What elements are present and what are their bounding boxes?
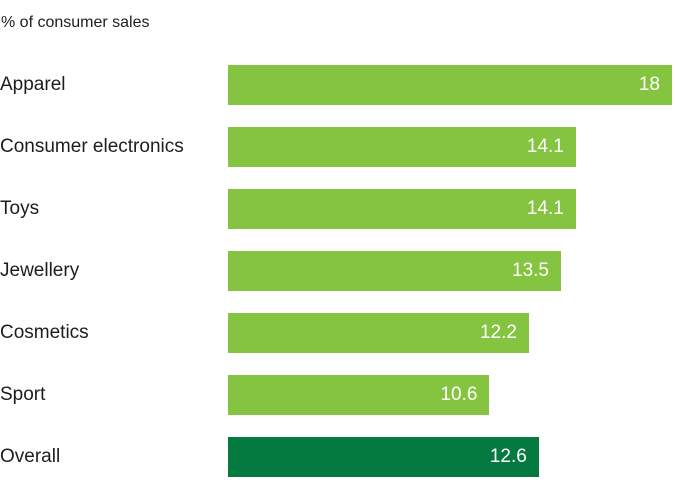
bar-value-label: 10.6	[440, 384, 478, 405]
bar-track: 13.5	[228, 251, 672, 291]
chart-row: Cosmetics 12.2	[0, 302, 675, 364]
category-label: Consumer electronics	[0, 136, 184, 157]
chart-row: Jewellery 13.5	[0, 240, 675, 302]
bar-track: 18	[228, 65, 672, 105]
category-label: Jewellery	[0, 260, 80, 281]
bar-track: 10.6	[228, 375, 672, 415]
bar-track: 14.1	[228, 127, 672, 167]
bar-value-label: 14.1	[526, 198, 564, 219]
category-label: Cosmetics	[0, 322, 89, 343]
bar: 14.1	[228, 127, 576, 167]
bar: 12.2	[228, 313, 529, 353]
bar: 12.6	[228, 437, 539, 477]
chart-row: Apparel 18	[0, 54, 675, 116]
bar: 14.1	[228, 189, 576, 229]
chart-rows: Apparel 18 Consumer electronics 14.1 Toy…	[0, 54, 675, 488]
category-label: Toys	[0, 198, 40, 219]
chart-row: Consumer electronics 14.1	[0, 116, 675, 178]
chart-title: % of consumer sales	[1, 14, 150, 31]
chart-row: Overall 12.6	[0, 426, 675, 488]
bar-value-label: 12.6	[489, 446, 527, 467]
bar: 18	[228, 65, 672, 105]
bar: 13.5	[228, 251, 561, 291]
bar-value-label: 14.1	[526, 136, 564, 157]
category-label: Overall	[0, 446, 61, 467]
bar-track: 12.2	[228, 313, 672, 353]
chart-row: Toys 14.1	[0, 178, 675, 240]
bar-value-label: 12.2	[479, 322, 517, 343]
bar-value-label: 13.5	[512, 260, 549, 281]
bar-track: 14.1	[228, 189, 672, 229]
bar-track: 12.6	[228, 437, 672, 477]
bar-value-label: 18	[638, 74, 660, 95]
bar: 10.6	[228, 375, 490, 415]
category-label: Sport	[0, 384, 46, 405]
category-label: Apparel	[0, 74, 66, 95]
chart-row: Sport 10.6	[0, 364, 675, 426]
